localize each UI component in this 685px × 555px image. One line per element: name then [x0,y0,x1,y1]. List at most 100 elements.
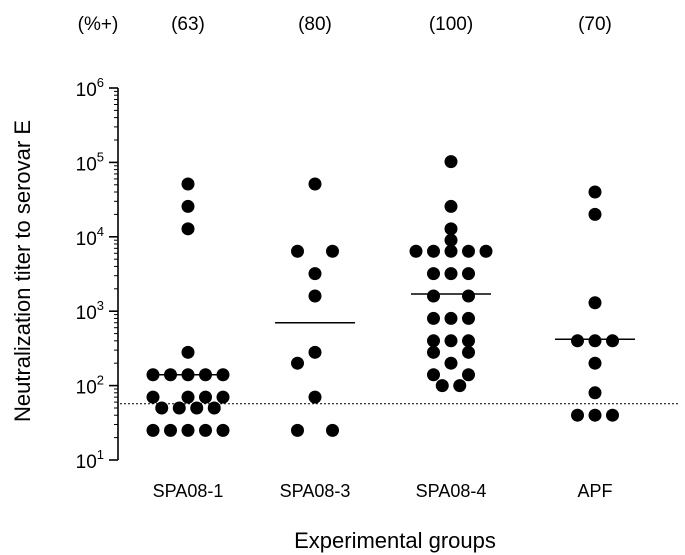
y-tick-label: 103 [76,298,104,324]
data-point [216,368,230,382]
data-point [181,177,195,191]
percent-header: (%+) [78,14,119,35]
percent-positive-label: (63) [171,14,205,35]
x-category-label: APF [577,481,612,501]
data-point [199,368,212,382]
data-point [588,185,602,199]
y-tick-label: 105 [76,149,104,175]
data-point [199,390,212,404]
data-point [291,356,304,370]
data-point [427,267,440,281]
data-point [181,368,195,382]
y-tick-exponent: 4 [97,224,104,239]
data-point [181,345,195,359]
data-point [588,334,602,348]
data-point [444,155,458,169]
data-point [172,401,186,415]
data-point [462,311,475,325]
data-point [427,334,440,348]
y-tick-base: 10 [76,229,97,250]
data-point [427,311,440,325]
data-point [207,401,221,415]
data-point [444,222,458,236]
data-point [588,386,602,400]
data-point [155,401,169,415]
data-point [164,368,177,382]
data-point [181,390,195,404]
data-point [444,233,458,247]
y-tick-exponent: 1 [97,447,104,462]
y-tick-label: 104 [76,224,104,250]
y-tick-base: 10 [76,80,97,101]
data-point [216,390,230,404]
y-tick-base: 10 [76,154,97,175]
y-tick-base: 10 [76,452,97,473]
x-axis-title: Experimental groups [294,528,496,553]
data-point [427,289,440,303]
y-tick-label: 102 [76,373,104,399]
mean-lines [148,293,635,376]
data-point [453,379,467,393]
data-point [308,177,322,191]
data-point [444,356,458,370]
data-point [308,267,322,281]
y-tick-label: 106 [76,75,104,101]
data-point [462,267,475,281]
percent-positive-label: (70) [578,14,612,35]
data-point [588,356,602,370]
data-point [427,368,440,382]
y-tick-base: 10 [76,378,97,399]
data-point [181,222,195,236]
data-point [427,244,440,258]
data-points [146,155,619,437]
data-point [571,334,584,348]
x-category-label: SPA08-4 [416,481,487,501]
data-point [181,199,195,213]
data-point [462,345,475,359]
y-tick-base: 10 [76,303,97,324]
data-point [291,423,304,437]
y-tick-label: 101 [76,447,104,473]
data-point [146,390,160,404]
data-point [291,244,304,258]
data-point [181,423,195,437]
y-tick-exponent: 2 [97,373,104,388]
y-tick-exponent: 5 [97,149,104,164]
data-point [588,408,602,422]
percent-positive-label: (80) [298,14,332,35]
data-point [444,267,458,281]
data-point [326,244,339,258]
data-point [606,408,619,422]
data-point [462,368,475,382]
data-point [444,334,458,348]
data-point [462,289,475,303]
data-point [435,379,449,393]
percent-positive-label: (100) [429,14,473,35]
data-point [146,423,160,437]
data-point [308,289,322,303]
x-category-label: SPA08-3 [280,481,351,501]
data-point [479,244,493,258]
data-point [326,423,339,437]
data-point [444,311,458,325]
data-point [444,199,458,213]
x-axis-categories: SPA08-1 SPA08-3 SPA08-4 APF [153,481,613,501]
data-point [427,345,440,359]
data-point [199,423,212,437]
data-point [444,244,458,258]
data-point [308,390,322,404]
data-point [164,423,177,437]
y-axis-title: Neutralization titer to serovar E [10,120,35,422]
data-point [216,423,230,437]
data-point [588,207,602,221]
data-point [308,345,322,359]
data-point [146,368,160,382]
data-point [571,408,584,422]
data-point [190,401,204,415]
data-point [606,334,619,348]
data-point [462,334,475,348]
data-point [409,244,423,258]
y-tick-exponent: 6 [97,75,104,90]
